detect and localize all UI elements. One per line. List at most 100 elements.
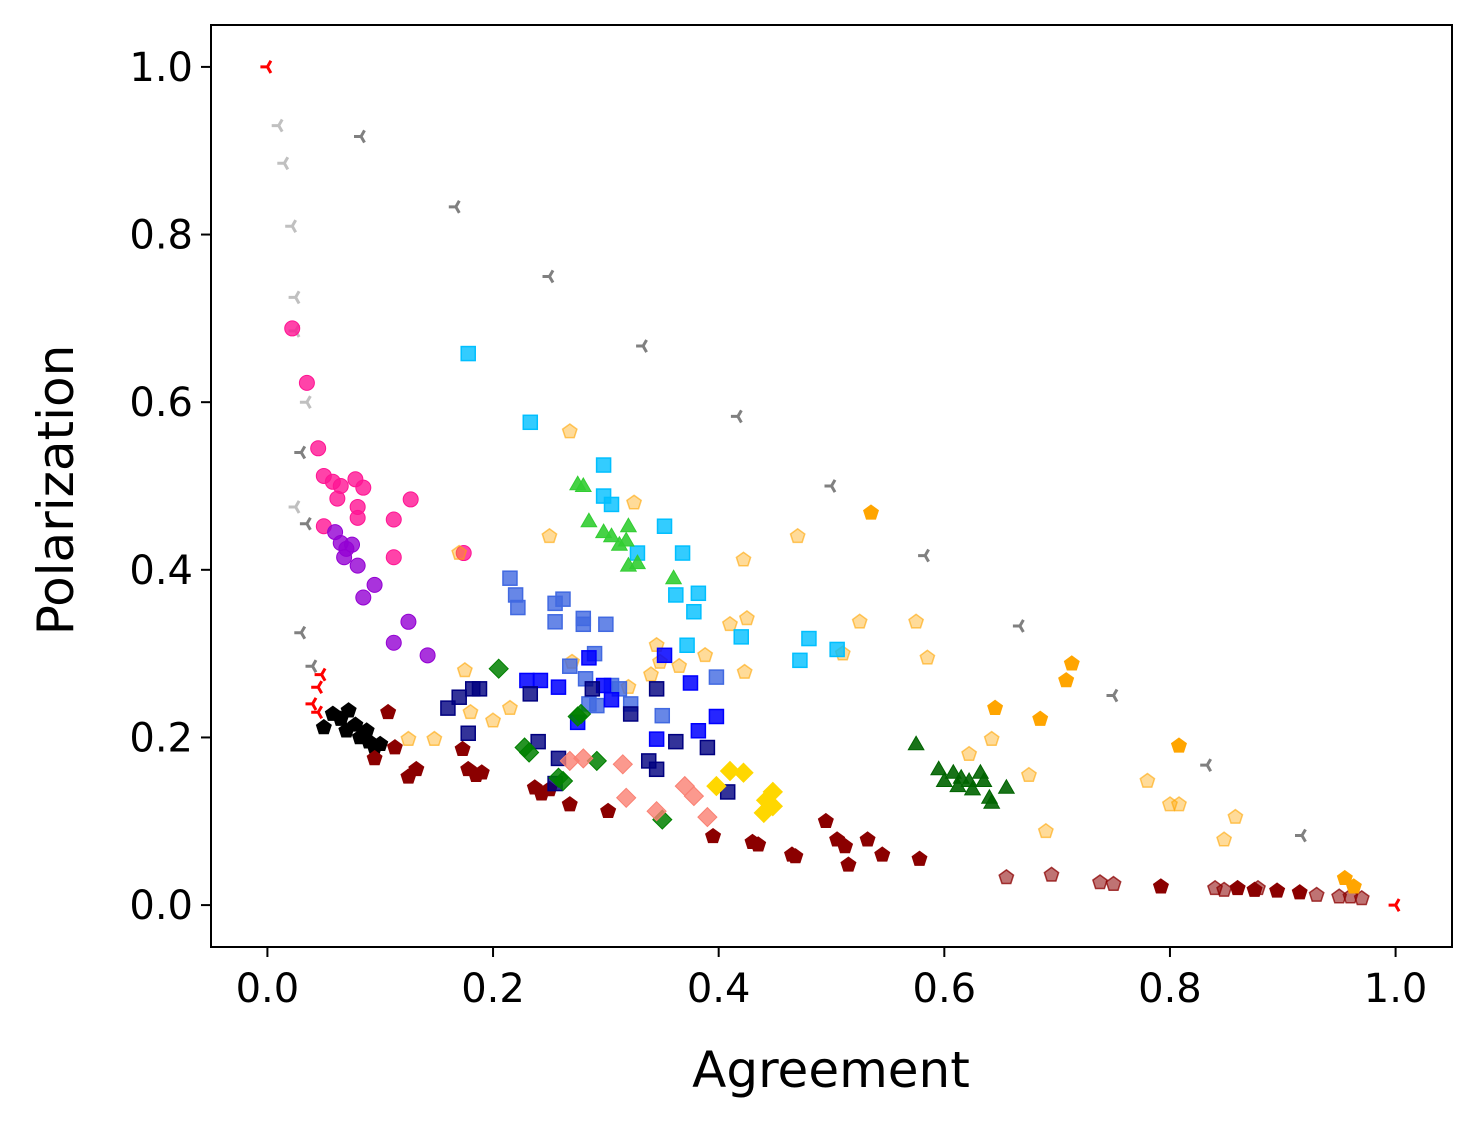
data-point [1353,889,1370,906]
data-point [699,739,716,756]
data-point [930,760,948,776]
data-point [602,527,621,543]
data-point [963,780,982,796]
data-point [935,772,953,787]
data-point [736,663,753,679]
data-point [510,599,526,616]
data-point [584,681,601,697]
data-point [550,679,567,695]
data-point [656,647,673,664]
series-group [260,60,1401,912]
x-tick-label: 1.0 [1364,966,1428,1012]
data-point [1170,796,1187,812]
data-point [574,477,592,492]
data-point [284,320,301,337]
data-point [542,269,555,284]
data-point [1020,766,1037,782]
data-point [385,549,402,566]
data-point [580,512,598,528]
series-group [271,118,312,514]
data-point [1269,882,1286,898]
data-point [385,511,402,528]
data-point [426,730,443,746]
data-point [473,764,490,780]
data-point [440,700,456,716]
data-point [733,762,754,783]
data-point [366,576,383,593]
data-point [561,796,578,812]
data-point [1092,874,1108,890]
data-point [349,557,366,574]
data-point [1216,881,1233,897]
data-point [1152,878,1169,894]
series-group [569,475,683,585]
data-point [643,666,659,682]
data-point [310,440,327,457]
data-point [859,831,876,847]
data-point [519,672,535,689]
data-point [735,551,752,567]
data-point [1012,619,1025,633]
data-point [1227,808,1244,824]
data-point [419,647,436,664]
data-point [1294,828,1307,843]
data-point [628,554,647,570]
data-point [908,613,925,629]
data-point [719,760,741,782]
data-point [1058,672,1075,688]
data-point [1139,772,1156,788]
data-point [961,745,978,762]
data-point [502,570,518,586]
data-point [305,697,318,711]
data-point [471,681,488,697]
data-point [294,625,307,640]
data-point [612,754,634,775]
data-point [454,740,471,757]
data-point [349,509,366,526]
data-point [683,785,705,807]
data-point [1105,875,1122,891]
series-group [559,748,718,828]
data-point [792,652,808,669]
data-point [686,603,702,620]
data-point [738,609,755,626]
data-point [983,730,1000,746]
data-point [518,742,540,763]
data-point [1336,869,1353,886]
data-point [1345,878,1362,894]
series-group [488,658,673,830]
data-point [451,689,467,705]
data-point [598,616,614,633]
data-point [863,504,879,520]
y-axis-label: Polarization [27,345,85,636]
data-point [648,761,665,778]
data-point [750,836,767,852]
data-point [562,658,578,674]
data-point [315,718,332,735]
data-point [400,613,417,630]
data-point [288,500,301,514]
data-point [733,629,749,645]
y-tick-label: 1.0 [129,45,193,91]
data-point [581,650,597,666]
y-tick-label: 0.0 [129,883,193,929]
data-point [656,518,673,534]
y-tick-label: 0.6 [129,380,193,426]
data-point [983,793,1001,809]
data-point [299,516,312,531]
series-group [315,702,389,755]
data-point [372,735,389,751]
data-point [708,669,725,685]
data-point [347,716,364,732]
data-point [626,494,643,510]
data-point [299,395,312,409]
data-point [530,733,546,750]
data-point [353,129,366,144]
data-point [824,479,837,493]
series-group [863,504,1362,894]
data-point [840,856,857,872]
data-point [1032,710,1049,726]
data-point [355,479,372,496]
data-point [648,731,665,747]
data-point [1106,688,1119,703]
